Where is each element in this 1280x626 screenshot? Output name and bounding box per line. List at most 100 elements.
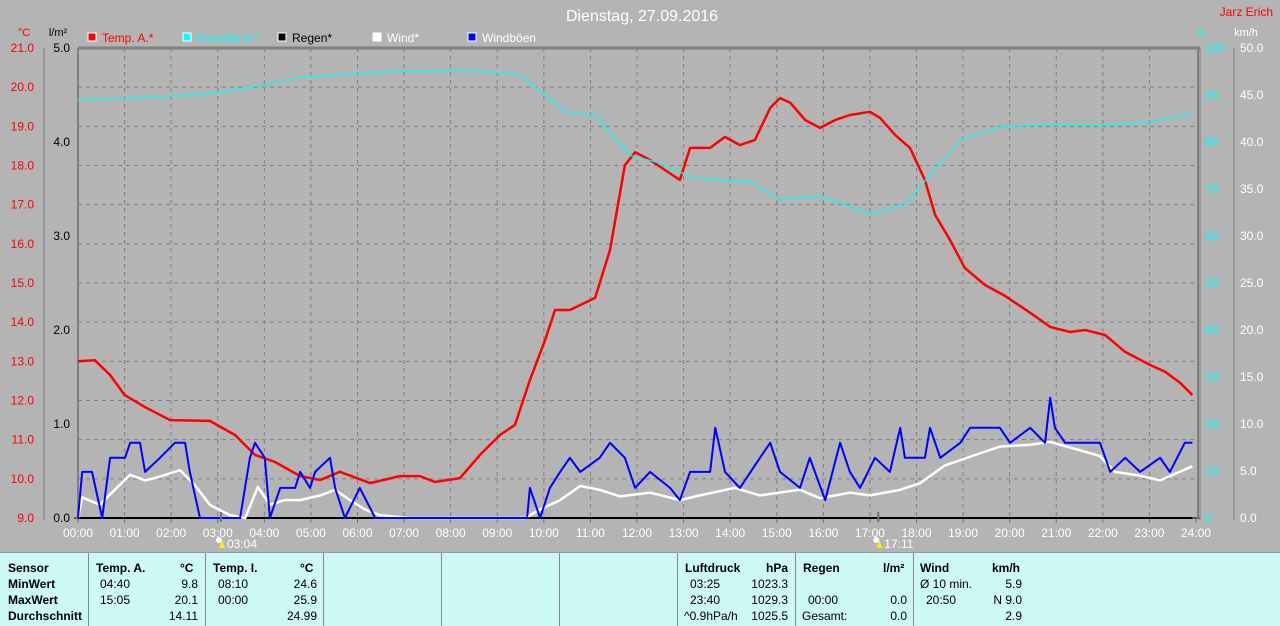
x-tick-label: 15:00 <box>762 526 792 540</box>
temp-tick-label: 10.0 <box>11 472 35 486</box>
sunset-sun-icon <box>873 537 880 543</box>
x-tick-label: 24:00 <box>1181 526 1211 540</box>
temp-tick-label: 18.0 <box>11 159 35 173</box>
rain-title: Regen <box>803 561 840 575</box>
temp-tick-label: 21.0 <box>11 41 35 55</box>
temp-i-max-time: 00:00 <box>218 593 249 607</box>
temp-tick-label: 13.0 <box>11 354 35 368</box>
humidity-tick-label: 80 <box>1205 135 1219 149</box>
humidity-tick-label: 70 <box>1205 182 1219 196</box>
wind-tick-label: 35.0 <box>1240 182 1264 196</box>
wind-max: N 9.0 <box>993 593 1022 607</box>
x-tick-label: 19:00 <box>948 526 978 540</box>
series-line-tempa <box>77 96 1194 485</box>
wind-tick-label: 40.0 <box>1240 135 1264 149</box>
wind-axis-unit: km/h <box>1234 27 1258 39</box>
temp-a-min: 9.8 <box>181 577 198 591</box>
rain-tick-label: 1.0 <box>53 417 70 431</box>
humidity-tick-label: 30 <box>1205 370 1219 384</box>
humidity-tick-label: 0 <box>1205 511 1212 525</box>
wind-unit: km/h <box>992 561 1021 575</box>
weather-chart: Dienstag, 27.09.2016 Jarz Erich 00:00 01:00… <box>11 5 1273 551</box>
humidity-tick-label: 60 <box>1205 229 1219 243</box>
legend-swatch <box>372 32 382 42</box>
humidity-tick-label: 100 <box>1205 41 1225 55</box>
x-tick-label: 11:00 <box>576 526 605 540</box>
series-line-windben <box>77 396 1193 519</box>
divider <box>677 553 678 626</box>
x-tick-label: 17:00 <box>855 526 885 540</box>
rain-value: 0.0 <box>890 593 907 607</box>
wind-avg10-label: Ø 10 min. <box>920 577 973 591</box>
temp-a-min-time: 04:40 <box>100 577 131 591</box>
x-tick-label: 05:00 <box>296 526 326 540</box>
temp-a-title: Temp. A. <box>96 561 146 575</box>
x-tick-label: 20:00 <box>995 526 1025 540</box>
humidity-tick-label: 20 <box>1205 417 1219 431</box>
row-label-avg: Durchschnitt <box>8 609 83 623</box>
sunset-label: 17:11 <box>884 537 913 551</box>
legend-label-2: Regen* <box>292 31 332 45</box>
rain-axis-unit: l/m² <box>49 27 68 39</box>
row-label-min: MinWert <box>8 577 56 591</box>
humidity-tick-label: 10 <box>1205 464 1219 478</box>
sunrise-sun-icon <box>216 537 223 543</box>
humidity-axis-unit: % <box>1195 27 1205 39</box>
x-tick-label: 13:00 <box>669 526 699 540</box>
wind-tick-label: 5.0 <box>1240 464 1257 478</box>
divider <box>913 553 914 626</box>
wind-tick-label: 0.0 <box>1240 511 1257 525</box>
temp-tick-label: 15.0 <box>11 276 35 290</box>
rain-tick-label: 4.0 <box>53 135 70 149</box>
pressure-max: 1029.3 <box>751 593 788 607</box>
x-tick-label: 14:00 <box>715 526 745 540</box>
rain-tick-label: 5.0 <box>53 41 70 55</box>
wind-tick-label: 15.0 <box>1240 370 1264 384</box>
temp-tick-label: 14.0 <box>11 315 35 329</box>
wind-tick-label: 30.0 <box>1240 229 1264 243</box>
x-tick-label: 03:00 <box>203 526 233 540</box>
temp-i-title: Temp. I. <box>213 561 258 575</box>
x-tick-label: 04:00 <box>249 526 279 540</box>
pressure-max-time: 23:40 <box>690 593 721 607</box>
x-tick-label: 23:00 <box>1134 526 1164 540</box>
sunrise-arrow-icon <box>219 540 226 548</box>
x-tick-label: 21:00 <box>1041 526 1071 540</box>
temp-a-avg: 14.11 <box>168 609 198 623</box>
pressure-trend: ^0.9hPa/h <box>684 609 738 623</box>
x-tick-label: 07:00 <box>389 526 419 540</box>
rain-total-label: Gesamt: <box>802 609 848 623</box>
temp-tick-label: 12.0 <box>11 394 35 408</box>
wind-tick-label: 10.0 <box>1240 417 1264 431</box>
temp-axis-unit: °C <box>18 27 30 39</box>
pressure-avg: 1025.5 <box>751 609 788 623</box>
divider <box>441 553 442 626</box>
divider <box>205 553 206 626</box>
wind-tick-label: 45.0 <box>1240 88 1264 102</box>
x-tick-label: 10:00 <box>529 526 559 540</box>
temp-tick-label: 20.0 <box>11 80 35 94</box>
pressure-title: Luftdruck <box>685 561 741 575</box>
divider <box>795 553 796 626</box>
legend-swatch <box>87 32 97 42</box>
legend-swatch <box>467 32 477 42</box>
rain-unit: l/m² <box>883 561 905 575</box>
pressure-unit: hPa <box>766 561 789 575</box>
series-line-wind <box>76 440 1193 520</box>
x-tick-label: 01:00 <box>110 526 140 540</box>
wind-avg: 2.9 <box>1005 609 1022 623</box>
sunrise-label: 03:04 <box>227 537 257 551</box>
temp-tick-label: 11.0 <box>12 433 35 447</box>
legend-label-0: Temp. A.* <box>102 31 154 45</box>
divider <box>323 553 324 626</box>
x-tick-label: 02:00 <box>156 526 186 540</box>
wind-tick-label: 25.0 <box>1240 276 1264 290</box>
rain-total: 0.0 <box>890 609 907 623</box>
rain-tick-label: 0.0 <box>53 511 70 525</box>
rain-time: 00:00 <box>808 593 839 607</box>
statistics-panel: Sensor MinWert MaxWert Durchschnitt Temp… <box>0 552 1280 626</box>
temp-i-unit: °C <box>300 561 314 575</box>
pressure-min: 1023.3 <box>751 577 788 591</box>
temp-i-avg: 24.99 <box>286 609 317 623</box>
x-tick-label: 00:00 <box>63 526 93 540</box>
